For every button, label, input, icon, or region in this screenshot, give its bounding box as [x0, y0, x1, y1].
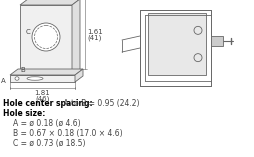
- Circle shape: [35, 25, 57, 49]
- Text: A to B = 0.95 (24.2): A to B = 0.95 (24.2): [61, 99, 139, 108]
- Text: 1.81: 1.81: [35, 90, 50, 96]
- Polygon shape: [10, 69, 83, 75]
- Text: Hole center spacing:: Hole center spacing:: [3, 99, 93, 108]
- Polygon shape: [20, 0, 80, 5]
- Polygon shape: [211, 36, 223, 46]
- Polygon shape: [10, 75, 75, 82]
- Ellipse shape: [15, 77, 19, 80]
- Text: A: A: [1, 78, 6, 84]
- Text: (41): (41): [87, 35, 101, 41]
- Polygon shape: [75, 69, 83, 82]
- Text: C = ø 0.73 (ø 18.5): C = ø 0.73 (ø 18.5): [13, 139, 86, 148]
- Text: 1.61: 1.61: [87, 29, 103, 35]
- Text: B = 0.67 × 0.18 (17.0 × 4.6): B = 0.67 × 0.18 (17.0 × 4.6): [13, 129, 123, 138]
- Text: C: C: [25, 29, 30, 35]
- Circle shape: [32, 23, 60, 51]
- Text: Hole size:: Hole size:: [3, 109, 45, 118]
- Text: A = ø 0.18 (ø 4.6): A = ø 0.18 (ø 4.6): [13, 119, 81, 128]
- Polygon shape: [148, 13, 206, 75]
- Polygon shape: [20, 5, 72, 75]
- Ellipse shape: [27, 77, 43, 80]
- Text: (46): (46): [35, 95, 50, 101]
- Polygon shape: [72, 0, 80, 75]
- Text: B: B: [21, 67, 25, 73]
